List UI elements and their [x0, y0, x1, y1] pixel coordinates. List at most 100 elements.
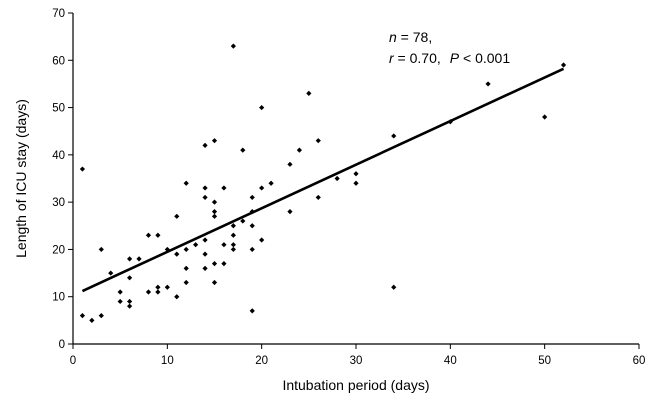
data-point [259, 185, 265, 191]
data-point [145, 232, 152, 238]
data-point [221, 242, 227, 248]
p-value: < 0.001 [459, 50, 510, 66]
y-tick-label: 0 [59, 339, 65, 351]
data-point [155, 289, 161, 295]
data-point [306, 90, 312, 96]
data-point [155, 232, 161, 238]
data-point [98, 313, 104, 319]
regression-line [81, 67, 565, 293]
y-tick-label: 40 [52, 150, 65, 162]
y-tick-label: 10 [52, 292, 65, 304]
data-point [334, 175, 340, 182]
data-point [202, 194, 208, 201]
data-point [259, 104, 265, 111]
sample-size-annotation: n = 78, [389, 29, 432, 45]
data-point [136, 256, 142, 262]
data-point [221, 261, 227, 267]
r-value: = 0.70, [394, 50, 441, 66]
data-point [145, 289, 152, 295]
data-point [183, 265, 189, 271]
data-point [268, 180, 274, 186]
data-point [117, 289, 123, 295]
data-point [193, 242, 199, 248]
data-point [127, 298, 133, 305]
data-point [560, 62, 567, 68]
data-point [127, 275, 133, 281]
data-point [230, 246, 236, 253]
data-point [79, 166, 86, 172]
y-tick-label: 60 [52, 55, 65, 67]
data-point [174, 213, 180, 219]
data-point [353, 171, 359, 177]
data-point [249, 223, 255, 229]
data-point [98, 246, 104, 253]
data-point [240, 147, 246, 153]
data-point [230, 242, 236, 248]
data-point [89, 317, 95, 323]
data-point [315, 138, 321, 144]
data-point [174, 251, 180, 257]
x-tick-label: 0 [70, 355, 76, 367]
data-point [287, 161, 293, 167]
y-tick-label: 30 [52, 197, 65, 209]
data-point [211, 138, 218, 144]
data-point [174, 294, 180, 300]
x-tick-label: 50 [538, 355, 551, 367]
data-points [79, 43, 567, 323]
data-point [164, 284, 170, 290]
data-point [202, 185, 208, 191]
data-point [202, 251, 208, 257]
data-point [108, 270, 114, 276]
data-point [485, 81, 491, 87]
x-tick-label: 60 [633, 355, 646, 367]
data-point [211, 209, 218, 215]
x-ticks: 0 10 20 30 40 50 60 [70, 344, 646, 367]
data-point [391, 284, 397, 290]
x-tick-label: 40 [444, 355, 457, 367]
data-point [117, 298, 123, 305]
data-point [183, 279, 189, 286]
x-axis-title: Intubation period (days) [282, 377, 429, 393]
data-point [155, 284, 161, 290]
data-point [211, 261, 218, 267]
data-point [296, 147, 302, 153]
data-point [391, 133, 397, 139]
data-point [202, 265, 208, 271]
data-point [315, 194, 321, 201]
data-point [240, 218, 246, 224]
data-point [230, 232, 236, 238]
r-symbol: r [389, 50, 395, 66]
y-tick-label: 70 [52, 8, 65, 20]
correlation-annotation: r = 0.70, P < 0.001 [389, 50, 510, 66]
data-point [230, 223, 236, 229]
y-tick-label: 50 [52, 103, 65, 115]
y-tick-label: 20 [52, 244, 65, 256]
data-point [202, 237, 208, 243]
data-point [211, 199, 218, 205]
data-point [259, 237, 265, 243]
data-point [221, 185, 227, 191]
p-symbol: P [450, 50, 460, 66]
data-point [211, 213, 218, 219]
data-point [353, 180, 359, 186]
n-value: = 78, [397, 29, 432, 45]
data-point [542, 114, 548, 120]
data-point [127, 256, 133, 262]
data-point [79, 313, 86, 319]
data-point [287, 209, 293, 215]
y-axis-title: Length of ICU stay (days) [13, 99, 29, 258]
data-point [249, 308, 255, 314]
data-point [183, 180, 189, 186]
n-symbol: n [389, 29, 397, 45]
data-point [249, 194, 255, 201]
data-point [127, 303, 133, 309]
data-point [249, 246, 255, 253]
data-point [202, 142, 208, 148]
data-point [183, 246, 189, 253]
x-tick-label: 20 [255, 355, 268, 367]
y-ticks: 0 10 20 30 40 50 60 70 [52, 8, 73, 351]
data-point [230, 43, 236, 49]
x-tick-label: 30 [350, 355, 363, 367]
